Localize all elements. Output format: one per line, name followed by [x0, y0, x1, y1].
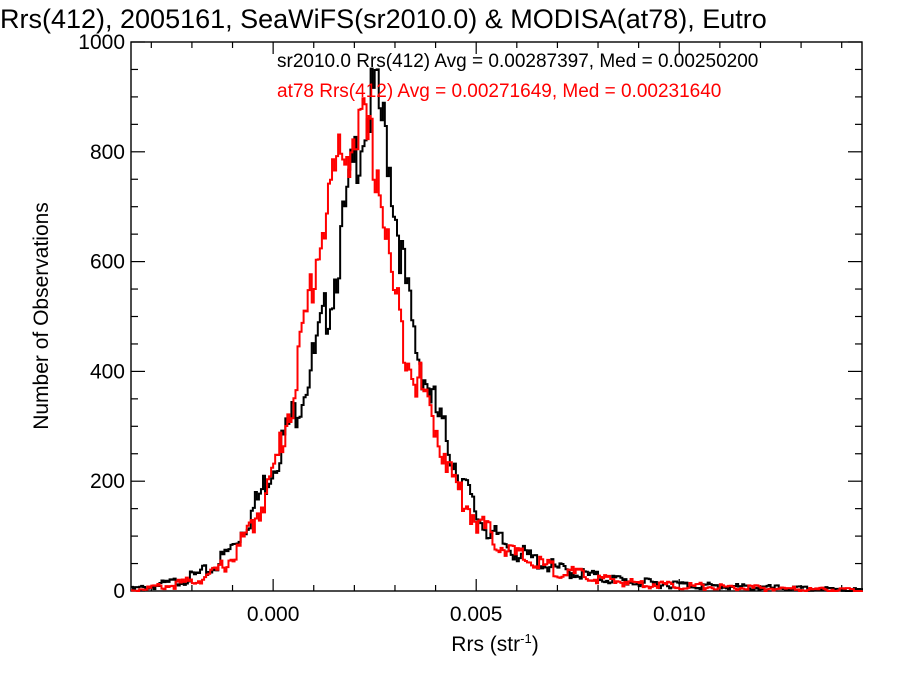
axis-tick-labels: 0.000 0.005 0.010 0 200 400 600 800 1000: [78, 31, 705, 626]
chart-title: Rrs(412), 2005161, SeaWiFS(sr2010.0) & M…: [0, 4, 767, 34]
y-tick-label: 1000: [78, 31, 125, 54]
x-axis-label: Rrs (str-1): [451, 631, 538, 656]
x-tick-label: 0.000: [247, 603, 300, 626]
y-tick-label: 0: [113, 580, 125, 603]
series-layer: [131, 67, 863, 592]
x-tick-label: 0.010: [653, 603, 706, 626]
plot-frame: [130, 41, 863, 592]
series-sr2010-histogram: [131, 67, 863, 592]
y-tick-label: 400: [90, 360, 125, 383]
y-tick-label: 800: [90, 141, 125, 164]
y-tick-label: 600: [90, 251, 125, 274]
legend-entry-sr2010: sr2010.0 Rrs(412) Avg = 0.00287397, Med …: [277, 51, 758, 72]
x-tick-label: 0.005: [450, 603, 503, 626]
y-axis-label: Number of Observations: [30, 202, 53, 430]
axis-ticks: [131, 41, 862, 592]
legend-entry-at78: at78 Rrs(412) Avg = 0.00271649, Med = 0.…: [277, 81, 721, 102]
y-tick-label: 200: [90, 470, 125, 493]
series-at78-histogram: [131, 97, 863, 592]
